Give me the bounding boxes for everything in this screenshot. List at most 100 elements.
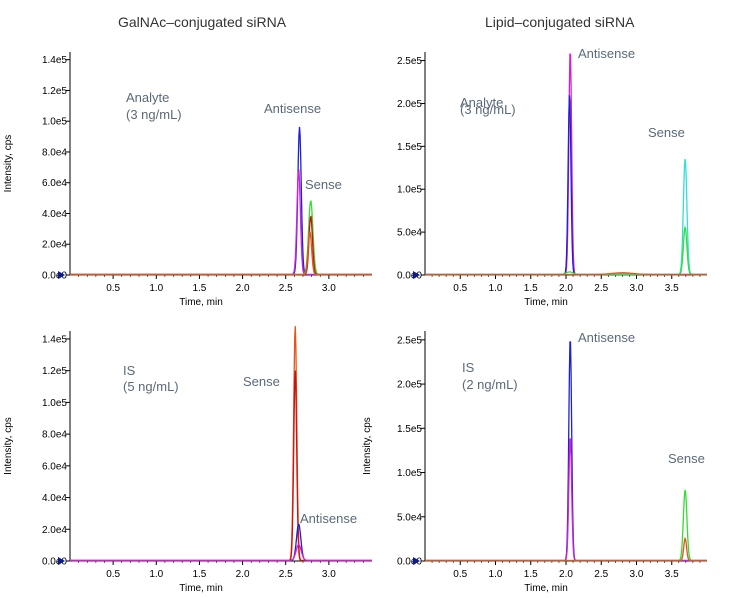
y-tick-label: 2.0e4: [42, 525, 67, 536]
x-tick-label: 2.0: [236, 569, 250, 580]
x-tick-label: 3.0: [322, 569, 336, 580]
y-tick-label: 2.5e5: [397, 335, 422, 346]
trace-magenta: [425, 438, 707, 562]
y-tick-label: 5.0e4: [397, 512, 422, 523]
x-tick-label: 0.5: [453, 569, 467, 580]
y-tick-label: 1.4e5: [42, 55, 67, 66]
trace-orange: [70, 231, 372, 276]
y-tick-label: 0.0e0: [42, 271, 67, 282]
trace-magenta: [425, 53, 707, 276]
x-tick-label: 1.5: [192, 283, 206, 294]
y-tick-label: 2.0e4: [42, 240, 67, 251]
trace-green: [70, 200, 372, 276]
x-tick-label: 1.0: [489, 569, 503, 580]
y-tick-label: 0.0e0: [397, 271, 422, 282]
x-tick-label: 3.0: [630, 283, 644, 294]
x-tick-label: 0.5: [106, 569, 120, 580]
trace-green: [425, 489, 707, 562]
trace-red: [70, 215, 372, 276]
chart-panel-4: 0.0e0 5.0e4 1.0e5 1.5e5 2.0e5 2.5e5 0.5 1.0 1.5 2…: [362, 330, 707, 594]
annotation-label: (2 ng/mL): [462, 377, 518, 392]
y-axis-title: Intensity, cps: [362, 417, 373, 475]
trace-blue: [425, 95, 707, 276]
annotation-label: Sense: [305, 177, 342, 192]
x-axis-title: Time, min: [524, 297, 568, 308]
annotation-label: Sense: [648, 125, 685, 140]
x-tick-label: 0.5: [106, 283, 120, 294]
y-tick-label: 1.2e5: [42, 86, 67, 97]
x-tick-label: 2.5: [279, 283, 293, 294]
y-tick-label: 6.0e4: [42, 178, 67, 189]
annotation-label: Antisense: [578, 330, 635, 345]
x-axis-title: Time, min: [524, 583, 568, 594]
annotation-label: Sense: [243, 374, 280, 389]
y-tick-label: 2.0e5: [397, 99, 422, 110]
x-tick-label: 0.5: [453, 283, 467, 294]
y-tick-label: 1.0e5: [42, 398, 67, 409]
x-tick-label: 1.5: [192, 569, 206, 580]
y-tick-label: 1.2e5: [42, 366, 67, 377]
x-tick-label: 1.5: [524, 569, 538, 580]
column-title-galnac: GalNAc–conjugated siRNA: [118, 14, 287, 30]
y-tick-label: 8.0e4: [42, 430, 67, 441]
baseline-arrow-icon: [413, 557, 420, 565]
y-axis-title: Intensity, cps: [3, 135, 14, 193]
annotation-label: Sense: [668, 451, 705, 466]
x-tick-label: 1.0: [149, 283, 163, 294]
chart-panel-3: 0.0e0 2.0e4 4.0e4 6.0e4 8.0e4 1.0e5 1.2e5 1.4e5…: [3, 326, 372, 594]
y-tick-label: 0.0e0: [42, 557, 67, 568]
annotation-label: Analyte: [126, 90, 169, 105]
y-tick-label: 4.0e4: [42, 493, 67, 504]
y-tick-label: 2.5e5: [397, 56, 422, 67]
y-tick-label: 1.5e5: [397, 424, 422, 435]
x-tick-label: 3.0: [322, 283, 336, 294]
y-tick-label: 1.0e5: [397, 468, 422, 479]
x-tick-label: 2.5: [594, 569, 608, 580]
trace-orange: [425, 272, 707, 276]
annotation-label: Antisense: [264, 101, 321, 116]
annotation-label: IS: [462, 360, 475, 375]
chart-panel-2: 0.0e0 5.0e4 1.0e5 1.5e5 2.0e5 2.5e5 0.5 1.0 1.5 2…: [397, 46, 707, 308]
y-tick-label: 0.0e0: [397, 557, 422, 568]
y-tick-label: 6.0e4: [42, 461, 67, 472]
x-tick-label: 2.0: [559, 283, 573, 294]
x-tick-label: 3.5: [665, 283, 679, 294]
y-tick-label: 4.0e4: [42, 209, 67, 220]
y-tick-label: 8.0e4: [42, 147, 67, 158]
trace-orange: [425, 536, 707, 562]
x-axis-title: Time, min: [179, 297, 223, 308]
x-tick-label: 1.0: [149, 569, 163, 580]
x-tick-label: 3.5: [665, 569, 679, 580]
column-title-lipid: Lipid–conjugated siRNA: [485, 14, 635, 30]
y-tick-label: 1.4e5: [42, 334, 67, 345]
y-tick-label: 1.5e5: [397, 142, 422, 153]
trace-blue: [70, 523, 372, 562]
annotation-label: Antisense: [300, 511, 357, 526]
y-tick-label: 2.0e5: [397, 380, 422, 391]
x-tick-label: 1.5: [524, 283, 538, 294]
y-axis-title: Intensity, cps: [3, 417, 14, 475]
x-tick-label: 2.0: [559, 569, 573, 580]
trace-red: [70, 370, 372, 562]
x-tick-label: 2.5: [594, 283, 608, 294]
annotation-label: IS: [123, 363, 136, 378]
annotation-label: (5 ng/mL): [123, 379, 179, 394]
x-tick-label: 2.5: [279, 569, 293, 580]
annotation-label: Antisense: [578, 46, 635, 61]
x-tick-label: 2.0: [236, 283, 250, 294]
y-tick-label: 5.0e4: [397, 228, 422, 239]
trace-blue: [70, 126, 372, 276]
y-tick-label: 1.0e5: [42, 117, 67, 128]
y-tick-label: 1.0e5: [397, 185, 422, 196]
annotation-label: Analyte: [460, 95, 503, 110]
x-axis-title: Time, min: [179, 583, 223, 594]
baseline-arrow-icon: [413, 271, 420, 279]
x-tick-label: 1.0: [489, 283, 503, 294]
baseline-arrow-icon: [58, 557, 65, 565]
chart-panel-1: 0.0e0 2.0e4 4.0e4 6.0e4 8.0e4 1.0e5 1.2e5 1.4e5…: [3, 52, 372, 308]
trace-magenta: [70, 544, 372, 562]
x-tick-label: 3.0: [630, 569, 644, 580]
annotation-label: (3 ng/mL): [460, 102, 516, 117]
baseline-arrow-icon: [58, 271, 65, 279]
